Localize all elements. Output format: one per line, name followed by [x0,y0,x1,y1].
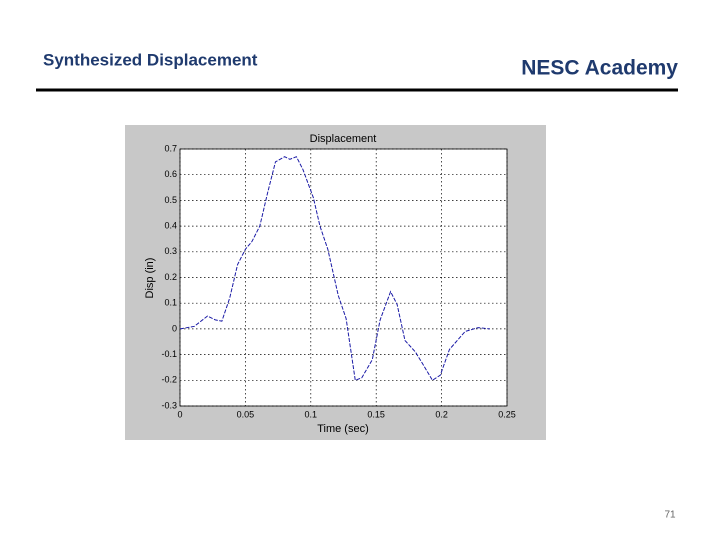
y-axis-label: Disp (in) [144,258,156,299]
x-tick-label: 0.1 [305,409,318,419]
y-tick-label: -0.1 [161,349,177,359]
x-tick-label: 0.25 [498,409,516,419]
page-number: 71 [664,510,676,521]
y-tick-label: -0.3 [161,400,177,410]
y-tick-label: -0.2 [161,375,177,385]
y-tick-label: 0.1 [164,298,177,308]
x-tick-label: 0.05 [237,409,255,419]
slide-title: Synthesized Displacement [43,50,258,69]
chart-title: Displacement [310,133,377,145]
x-tick-label: 0.2 [435,409,448,419]
y-tick-label: 0.4 [164,220,177,230]
x-tick-label: 0.15 [367,409,385,419]
x-tick-label: 0 [177,409,182,419]
y-tick-label: 0.7 [164,143,177,153]
y-tick-label: 0 [172,323,177,333]
y-tick-label: 0.2 [164,272,177,282]
y-tick-label: 0.3 [164,246,177,256]
y-tick-label: 0.5 [164,195,177,205]
data-line [179,156,491,382]
y-tick-label: 0.6 [164,169,177,179]
organization: NESC Academy [521,57,678,80]
x-axis-label: Time (sec) [317,423,369,435]
